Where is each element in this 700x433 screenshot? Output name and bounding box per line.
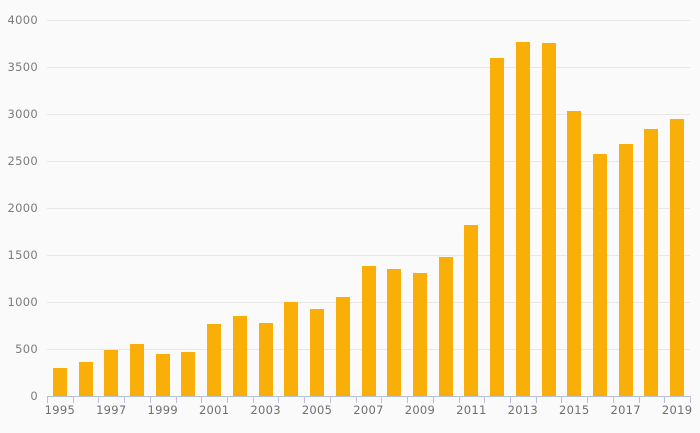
x-axis-line [47, 396, 691, 397]
x-axis-tick-label: 2019 [661, 403, 693, 417]
bar-2003[interactable] [258, 322, 273, 396]
bar-2013[interactable] [515, 42, 530, 396]
y-axis-tick-label: 500 [15, 342, 38, 356]
x-axis-tick [587, 396, 589, 403]
bar-2017[interactable] [618, 143, 633, 396]
y-axis-tick-label: 3000 [7, 107, 38, 121]
y-axis-tick-label: 1000 [7, 295, 38, 309]
y-axis-tick-label: 2000 [7, 201, 38, 215]
x-axis-tick [98, 396, 100, 403]
x-axis-tick [72, 396, 74, 403]
x-axis-tick-label: 2001 [198, 403, 230, 417]
bar-2009[interactable] [412, 272, 427, 396]
bar-2004[interactable] [284, 302, 299, 396]
x-axis-tick-label: 1997 [96, 403, 127, 417]
x-axis-tick-label: 2007 [353, 403, 384, 417]
x-axis-tick [432, 396, 434, 403]
x-axis-tick [407, 396, 409, 403]
x-axis-tick [535, 396, 537, 403]
y-axis-tick-label: 0 [30, 389, 38, 403]
x-axis-tick [355, 396, 357, 403]
x-axis-tick [278, 396, 280, 403]
plot-area [47, 20, 690, 396]
bar-1997[interactable] [104, 350, 119, 396]
y-axis-tick-label: 3500 [7, 60, 38, 74]
gridline [47, 114, 690, 115]
bar-1998[interactable] [130, 344, 145, 396]
x-axis-tick [484, 396, 486, 403]
y-axis-tick-label: 2500 [7, 154, 38, 168]
bar-2011[interactable] [464, 224, 479, 396]
x-axis-tick [124, 396, 126, 403]
bar-2010[interactable] [438, 257, 453, 396]
x-axis-tick [612, 396, 614, 403]
gridline [47, 20, 690, 21]
x-axis-tick [304, 396, 306, 403]
bar-2000[interactable] [181, 351, 196, 396]
x-axis-tick [381, 396, 383, 403]
bar-1999[interactable] [155, 353, 170, 396]
x-axis-tick [47, 396, 48, 403]
bar-2019[interactable] [670, 119, 685, 396]
x-axis-tick-label: 2013 [507, 403, 539, 417]
x-axis-tick [329, 396, 331, 403]
x-axis-tick [149, 396, 151, 403]
x-axis-tick [561, 396, 563, 403]
bar-2005[interactable] [310, 309, 325, 396]
x-axis-tick [201, 396, 203, 403]
x-axis-tick [175, 396, 177, 403]
y-axis-tick-label: 1500 [7, 248, 38, 262]
x-axis-tick-label: 1999 [147, 403, 178, 417]
bar-2002[interactable] [232, 315, 247, 396]
bar-1995[interactable] [52, 367, 67, 396]
x-axis-tick-label: 2015 [559, 403, 590, 417]
x-axis-tick [509, 396, 511, 403]
x-axis-tick [638, 396, 640, 403]
x-axis-tick [252, 396, 254, 403]
bar-2012[interactable] [490, 57, 505, 396]
x-axis-tick [690, 396, 691, 403]
x-axis-tick-label: 2017 [610, 403, 641, 417]
bar-2008[interactable] [387, 269, 402, 396]
bar-2001[interactable] [207, 323, 222, 396]
y-axis-tick-label: 4000 [7, 13, 38, 27]
bar-1996[interactable] [78, 362, 93, 396]
x-axis-tick-label: 2003 [250, 403, 281, 417]
bar-2016[interactable] [592, 153, 607, 396]
x-axis-tick-label: 2005 [301, 403, 333, 417]
x-axis-tick-label: 2011 [456, 403, 487, 417]
bar-2018[interactable] [644, 129, 659, 396]
x-axis-tick [227, 396, 229, 403]
bar-2014[interactable] [541, 43, 556, 396]
bar-2015[interactable] [567, 111, 582, 396]
x-axis-tick-label: 1995 [44, 403, 76, 417]
gridline [47, 67, 690, 68]
bar-2006[interactable] [335, 296, 350, 396]
gridline [47, 161, 690, 162]
bar-2007[interactable] [361, 265, 376, 396]
x-axis-tick [664, 396, 666, 403]
x-axis-tick-label: 2009 [404, 403, 436, 417]
x-axis-tick [458, 396, 460, 403]
gridline [47, 255, 690, 256]
gridline [47, 208, 690, 209]
